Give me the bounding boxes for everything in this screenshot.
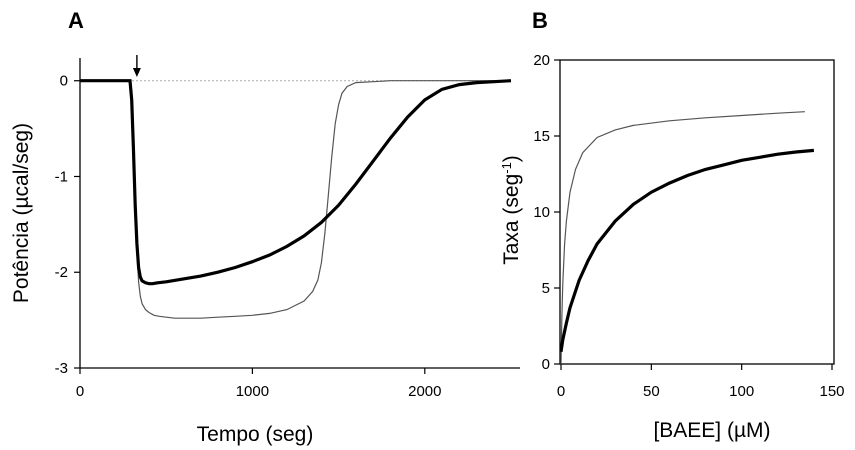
a-series-line-thick: [80, 79, 512, 286]
b-x-tick-label: 0: [557, 383, 565, 400]
a-x-tick-label: 1000: [236, 383, 269, 400]
b-series-line-thick: [559, 148, 815, 353]
a-y-tick-label: -1: [55, 168, 68, 185]
a-x-tick-label: 2000: [408, 383, 441, 400]
b-ticks: 0 50 100 150 0 5 10 15 20: [533, 52, 844, 400]
panel-label-a: A: [68, 8, 84, 33]
b-plot-frame: [559, 59, 835, 365]
b-y-tick-label: 10: [533, 204, 550, 221]
a-y-tick-label: -3: [55, 360, 68, 377]
b-x-tick-label: 100: [729, 383, 754, 400]
a-series: [80, 79, 512, 319]
b-y-axis-title-close: ): [500, 155, 523, 162]
a-x-tick-label: 0: [76, 383, 84, 400]
a-y-tick-label: 0: [60, 73, 68, 90]
b-y-tick-label: 20: [533, 52, 550, 69]
b-y-tick-label: 5: [542, 280, 550, 297]
b-y-axis-title-main: Taxa (seg: [500, 174, 523, 265]
b-series-line-thin: [560, 111, 805, 365]
a-annotation-arrow: [132, 55, 141, 77]
a-x-axis-title: Tempo (seg): [197, 423, 314, 446]
chart-b: 0 50 100 150 0 5 10 15 20 [BAEE] (µM) Taxa (seg-…: [499, 52, 845, 442]
b-x-axis-title: [BAEE] (µM): [653, 419, 770, 442]
chart-a: 0 1000 2000 0 -1 -2 -3 Tempo (seg) Potência (µ…: [10, 55, 520, 446]
a-y-tick-label: -2: [55, 264, 68, 281]
b-y-tick-label: 15: [533, 128, 550, 145]
b-x-tick-label: 150: [819, 383, 844, 400]
b-x-tick-label: 50: [643, 383, 660, 400]
a-y-axis-title: Potência (µcal/seg): [10, 123, 33, 303]
b-y-axis-title: Taxa (seg-1): [499, 155, 524, 265]
a-series-line-thin: [80, 80, 511, 319]
b-series: [559, 111, 815, 365]
b-y-axis-title-sup: -1: [499, 162, 514, 174]
a-ticks: 0 1000 2000 0 -1 -2 -3: [55, 73, 442, 400]
arrow-head: [132, 68, 141, 77]
panel-label-b: B: [532, 8, 548, 33]
b-y-tick-label: 0: [542, 356, 550, 373]
